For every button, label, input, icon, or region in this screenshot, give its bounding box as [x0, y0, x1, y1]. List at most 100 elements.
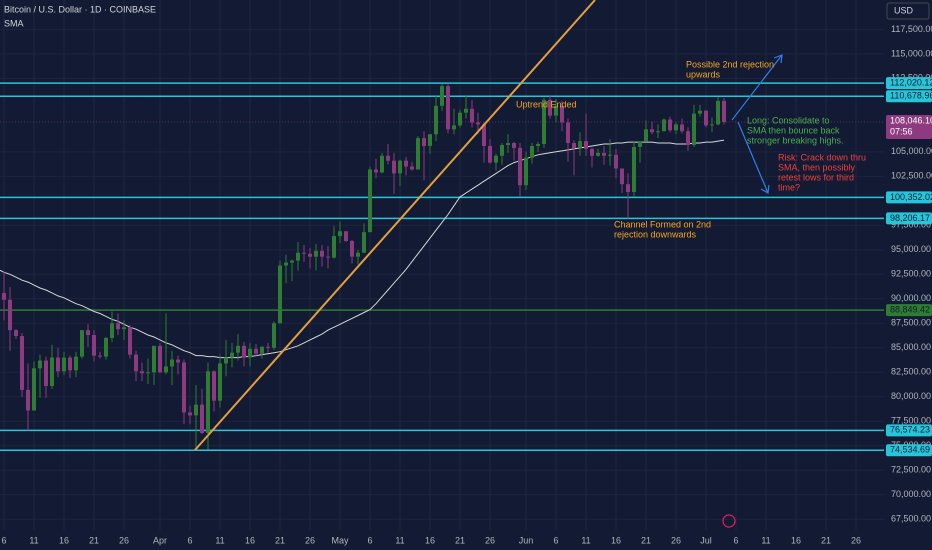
candle-body [80, 330, 84, 357]
level-label: 100,352.02 [890, 192, 932, 202]
candle-body [500, 144, 504, 156]
candle-body [608, 154, 612, 156]
x-tick-label: 26 [119, 535, 129, 545]
x-tick-label: 16 [245, 535, 255, 545]
y-tick-label: 90,000.00 [891, 293, 931, 303]
x-tick-label: 6 [553, 535, 558, 545]
axis-labels: 117,500.00115,000.00112,500.00105,000.00… [1, 24, 932, 545]
x-tick-label: 26 [305, 535, 315, 545]
candle-body [122, 327, 126, 330]
candle-body [332, 236, 336, 258]
level-label: 88,849.42 [890, 304, 930, 314]
candle-body [596, 152, 600, 156]
candle-body [392, 160, 396, 174]
x-tick-label: 11 [29, 535, 38, 545]
candle-body [344, 231, 348, 241]
annotation-text: time? [778, 182, 800, 192]
candle-body [230, 352, 234, 358]
candle-body [2, 292, 6, 300]
candle-body [362, 232, 366, 253]
x-tick-label: 21 [641, 535, 651, 545]
y-tick-label: 77,500.00 [891, 416, 931, 426]
annotation-text: SMA then bounce back [747, 125, 840, 135]
last-price-label: 108,046.10 [890, 115, 932, 125]
x-tick-label: 21 [821, 535, 831, 545]
grid [0, 0, 884, 530]
candle-body [566, 122, 570, 144]
candle-body [278, 265, 282, 324]
candle-body [302, 252, 306, 254]
candle-body [518, 147, 522, 186]
candle-body [98, 355, 102, 357]
level-label: 112,020.12 [890, 77, 932, 87]
annotation-text: retest lows for third [778, 172, 854, 182]
candle-body [116, 323, 120, 330]
candle-body [182, 362, 186, 413]
candle-body [140, 371, 144, 374]
candle-body [692, 113, 696, 145]
currency[interactable]: USD [894, 5, 914, 15]
candle-body [350, 240, 354, 257]
candle-body [398, 160, 402, 174]
y-tick-label: 82,500.00 [891, 367, 931, 377]
candle-body [464, 108, 468, 113]
candle-body [128, 327, 132, 355]
candle-body [530, 145, 534, 158]
candle-body [644, 129, 648, 142]
candle-body [638, 141, 642, 147]
candle-body [722, 100, 726, 123]
candle-body [584, 141, 588, 149]
candle-body [56, 357, 60, 372]
candle-body [26, 389, 30, 411]
candle-body [170, 359, 174, 367]
x-tick-label: 6 [367, 535, 372, 545]
candle-body [272, 323, 276, 348]
candle-body [212, 371, 216, 401]
candle-body [428, 134, 432, 146]
sma-line [0, 139, 725, 359]
candle-body [524, 157, 528, 186]
candle-body [560, 105, 564, 123]
annotation-text: SMA, then possibly [778, 162, 856, 172]
candle-body [656, 131, 660, 133]
candle-body [698, 110, 702, 114]
candle-body [626, 184, 630, 193]
candle-body [632, 146, 636, 193]
candle-body [14, 330, 18, 337]
candle-body [680, 124, 684, 132]
x-tick-label: 26 [671, 535, 681, 545]
y-tick-label: 102,500.00 [891, 171, 932, 181]
x-tick-label: 6 [733, 535, 738, 545]
candle-body [506, 143, 510, 145]
event-icon[interactable] [722, 514, 736, 528]
candle-body [602, 152, 606, 156]
y-tick-label: 92,500.00 [891, 269, 931, 279]
annotation-text: upwards [686, 69, 721, 79]
candle-body [620, 168, 624, 185]
candle-body [50, 357, 54, 386]
x-tick-label: 21 [275, 535, 285, 545]
x-tick-label: 16 [791, 535, 801, 545]
level-label: 76,574.23 [890, 425, 930, 435]
currency-box[interactable] [886, 2, 930, 20]
arrow-down [737, 121, 770, 194]
y-tick-label: 115,000.00 [891, 48, 932, 58]
x-tick-label: 21 [455, 535, 465, 545]
candle-body [338, 231, 342, 237]
candle-body [404, 160, 408, 167]
candle-body [434, 105, 438, 135]
candle-body [110, 323, 114, 338]
candle-body [218, 363, 222, 401]
candle-body [386, 155, 390, 161]
candle-body [254, 348, 258, 354]
candle-body [554, 105, 558, 116]
x-tick-label: 16 [59, 535, 69, 545]
y-tick-label: 72,500.00 [891, 465, 931, 475]
candle-body [704, 110, 708, 126]
level-tag [886, 444, 932, 457]
candle-body [482, 124, 486, 146]
x-tick-label: 16 [611, 535, 621, 545]
candle-body [308, 253, 312, 257]
